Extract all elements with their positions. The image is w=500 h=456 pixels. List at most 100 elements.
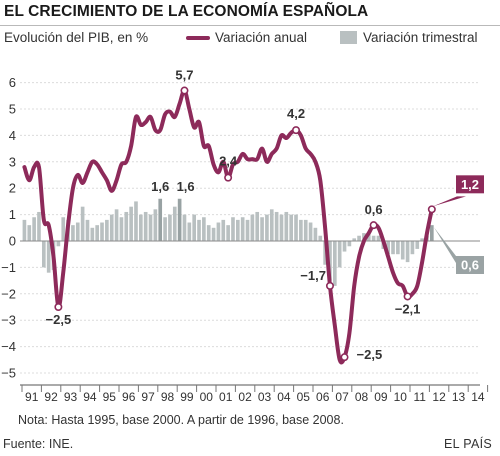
quarterly-bar xyxy=(400,241,405,260)
x-tick-label: 92 xyxy=(44,390,58,404)
quarterly-bar xyxy=(328,241,332,281)
x-tick-label: 08 xyxy=(355,390,369,404)
x-tick-label: 09 xyxy=(374,390,388,404)
x-tick-label: 07 xyxy=(335,390,349,404)
quarterly-bar xyxy=(129,206,133,241)
annual-point-marker xyxy=(180,86,189,95)
annual-data-label: 5,7 xyxy=(175,68,193,83)
quarterly-bar xyxy=(177,198,182,241)
quarterly-bar xyxy=(274,211,279,241)
quarterly-bar xyxy=(42,241,46,268)
y-axis-ticks: 6 5 4 3 2 1 0 −1 −2 −3 −4 −5 xyxy=(1,75,16,380)
quarterly-bar xyxy=(265,214,269,241)
annual-data-label: −2,5 xyxy=(357,347,383,362)
quarterly-bar xyxy=(114,209,119,241)
quarterly-bar xyxy=(337,241,342,268)
annual-data-label: −1,7 xyxy=(300,268,326,283)
quarterly-bar xyxy=(153,209,158,241)
annual-point-marker xyxy=(427,205,436,214)
brand-logo: EL PAÍS xyxy=(444,437,492,451)
quarterly-bar xyxy=(158,198,163,241)
annual-point-marker xyxy=(325,281,334,290)
quarterly-bar xyxy=(376,235,381,241)
x-tick-label: 95 xyxy=(103,390,117,404)
quarterly-bar xyxy=(202,217,206,241)
annual-flag-label: 1,2 xyxy=(461,177,479,192)
quarterly-bar xyxy=(245,219,250,241)
quarterly-bar xyxy=(172,206,177,241)
quarterly-bar xyxy=(90,227,95,241)
annual-flag xyxy=(456,175,484,194)
x-tick-label: 03 xyxy=(258,390,272,404)
annual-data-label: 2,4 xyxy=(219,154,238,169)
quarterly-bar xyxy=(22,219,27,241)
quarterly-bar xyxy=(56,241,61,247)
quarterly-bar xyxy=(430,225,434,241)
legend-quarterly-label: Variación trimestral xyxy=(363,30,478,45)
x-axis-ticks: 91 92 93 94 95 96 97 98 99 00 01 02 03 04 05 06 07 08 09 10… xyxy=(21,385,489,404)
quarterly-bar xyxy=(279,214,284,241)
quarterly-bar xyxy=(236,219,240,241)
quarterly-bar xyxy=(289,214,293,241)
quarterly-bar xyxy=(163,217,167,241)
quarterly-bar xyxy=(405,241,410,263)
quarterly-bar xyxy=(187,222,192,241)
quarterly-bar xyxy=(347,241,352,247)
quarterly-bar xyxy=(221,219,226,241)
legend-annual: Variación anual xyxy=(186,30,307,45)
quarterly-bar xyxy=(318,235,323,241)
y-tick-label: 3 xyxy=(9,154,16,169)
quarterly-bar xyxy=(357,235,361,241)
x-tick-label: 14 xyxy=(471,390,485,404)
quarterly-bar xyxy=(119,217,124,241)
x-tick-label: 91 xyxy=(25,390,39,404)
x-tick-label: 97 xyxy=(141,390,155,404)
y-tick-label: −4 xyxy=(1,339,16,354)
x-tick-label: 01 xyxy=(219,390,233,404)
quarterly-bar xyxy=(80,206,85,241)
quarterly-bar xyxy=(396,241,400,255)
quarterly-bar xyxy=(250,214,255,241)
y-tick-label: 5 xyxy=(9,102,16,117)
quarterly-bar xyxy=(303,219,308,241)
x-tick-label: 94 xyxy=(83,390,97,404)
quarterly-bar xyxy=(323,241,327,265)
quarterly-bar xyxy=(46,241,51,273)
quarterly-bar xyxy=(75,222,80,241)
legend-quarterly-swatch xyxy=(340,31,357,44)
quarterly-bar xyxy=(313,227,318,241)
x-tick-label: 05 xyxy=(297,390,311,404)
quarterly-bar xyxy=(105,219,109,241)
quarterly-bar xyxy=(231,217,235,241)
quarterly-flag-pointer xyxy=(433,227,456,263)
x-tick-label: 93 xyxy=(64,390,78,404)
quarterly-bar xyxy=(134,201,138,241)
quarterly-bars xyxy=(22,198,434,286)
quarterly-bar xyxy=(95,225,99,241)
quarterly-bar xyxy=(37,211,41,241)
legend-annual-label: Variación anual xyxy=(215,30,308,45)
quarterly-bar xyxy=(410,241,415,255)
quarterly-bar xyxy=(148,214,153,241)
x-tick-label: 04 xyxy=(277,390,291,404)
quarterly-bar xyxy=(168,214,172,241)
footnote: Nota: Hasta 1995, base 2000. A partir de… xyxy=(18,413,344,427)
quarterly-bar xyxy=(109,214,114,241)
x-tick-label: 11 xyxy=(413,390,426,404)
chart-subtitle: Evolución del PIB, en % xyxy=(4,30,149,45)
quarterly-bar xyxy=(71,225,75,241)
quarterly-bar xyxy=(211,227,216,241)
x-tick-label: 12 xyxy=(432,390,446,404)
source-credit: Fuente: INE. xyxy=(3,437,74,451)
quarterly-bar xyxy=(299,219,303,241)
legend-quarterly: Variación trimestral xyxy=(340,30,478,45)
quarterly-bar xyxy=(216,222,221,241)
quarterly-bar xyxy=(206,225,211,241)
chart-title: EL CRECIMIENTO DE LA ECONOMÍA ESPAÑOLA xyxy=(4,3,369,20)
y-tick-label: 4 xyxy=(9,128,16,143)
quarterly-bar xyxy=(294,214,298,241)
quarterly-flag xyxy=(456,256,484,274)
y-tick-label: −1 xyxy=(1,260,16,275)
x-tick-label: 96 xyxy=(122,390,136,404)
annual-flag-pointer xyxy=(432,196,466,207)
